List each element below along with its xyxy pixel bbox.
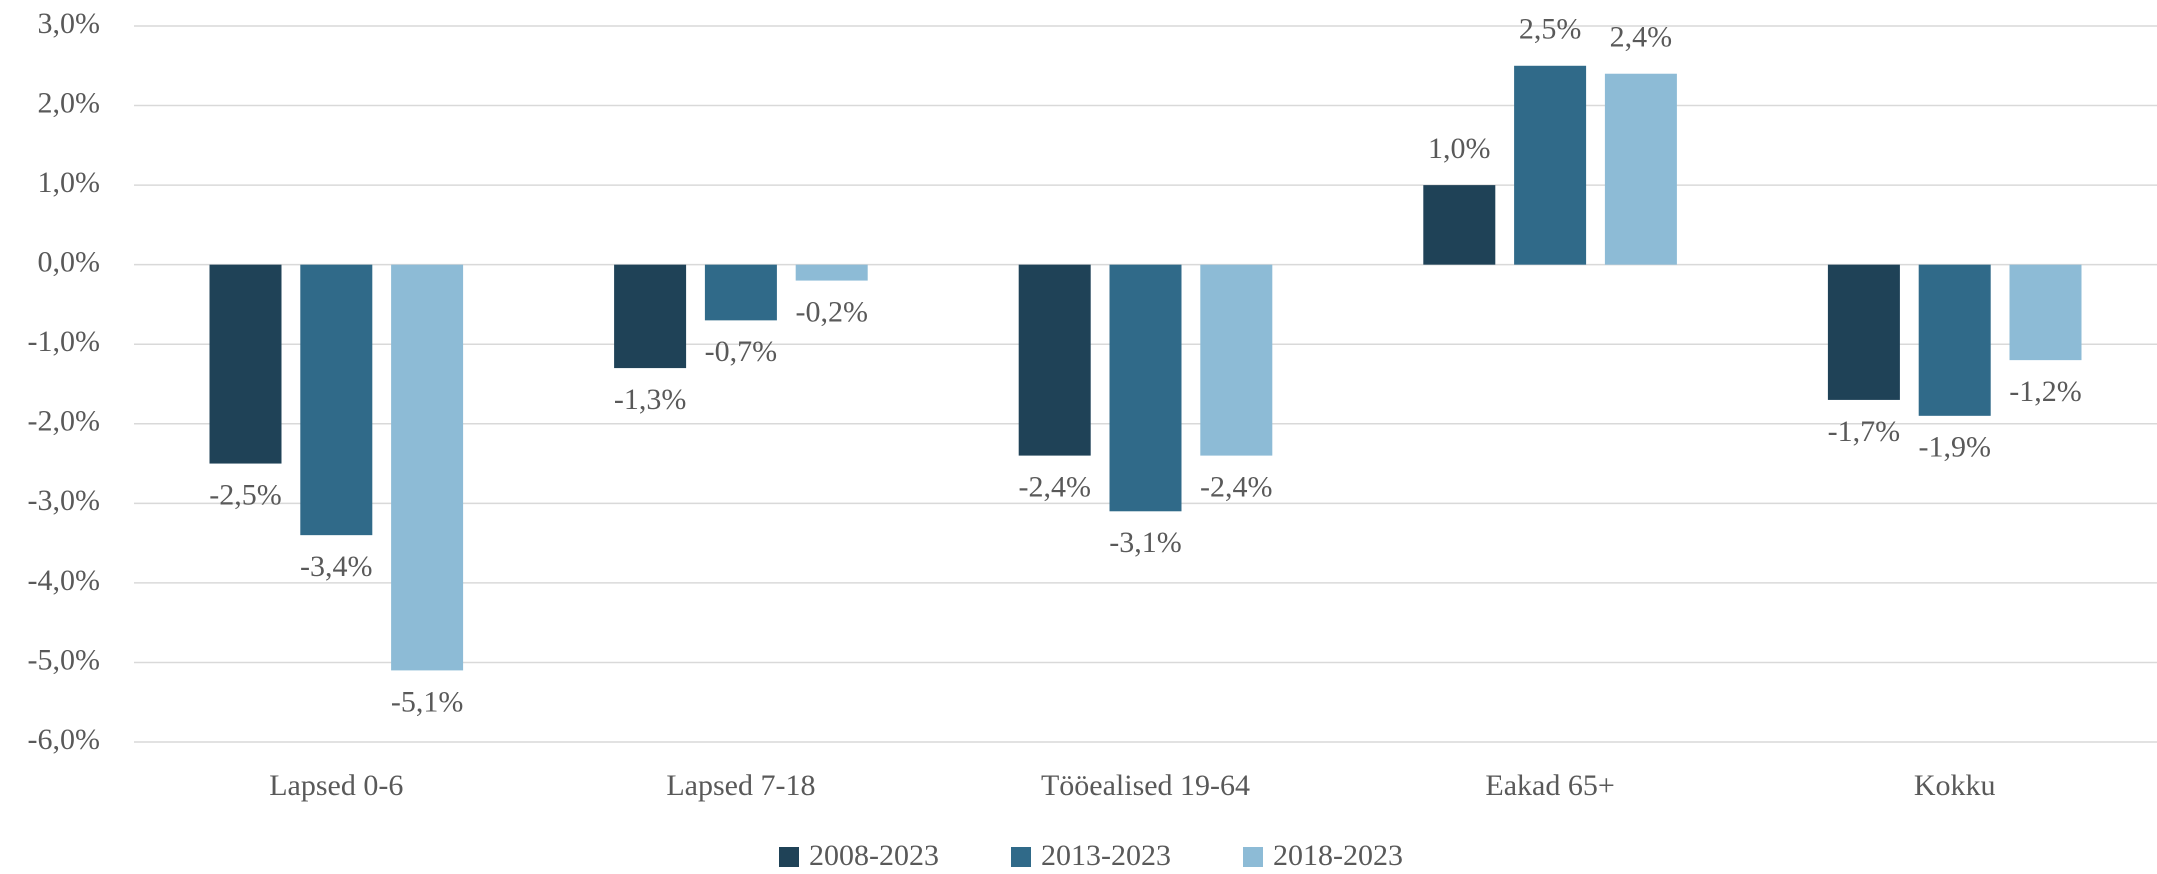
value-label: -1,7% (1828, 415, 1900, 448)
value-label: -3,1% (1109, 526, 1181, 559)
y-tick-label: -2,0% (28, 405, 100, 438)
value-label: -1,2% (2009, 375, 2081, 408)
x-tick-label: Lapsed 0-6 (269, 769, 403, 802)
y-tick-label: -5,0% (28, 643, 100, 676)
bar (391, 264, 464, 671)
y-tick-label: -4,0% (28, 564, 100, 597)
bar (1018, 264, 1091, 456)
y-tick-label: 3,0% (38, 7, 101, 40)
value-label: -0,7% (705, 335, 777, 368)
y-tick-label: -3,0% (28, 484, 100, 517)
value-label: 1,0% (1428, 132, 1491, 165)
legend-label: 2013-2023 (1041, 839, 1171, 872)
bar (300, 264, 373, 536)
y-tick-label: 0,0% (38, 246, 101, 279)
bar (614, 264, 687, 369)
value-label: 2,5% (1519, 13, 1582, 46)
bar (795, 264, 868, 281)
x-tick-label: Lapsed 7-18 (666, 769, 815, 802)
y-tick-label: 1,0% (38, 166, 101, 199)
value-label: -2,4% (1018, 470, 1090, 503)
y-tick-label: -6,0% (28, 723, 100, 756)
bar (1918, 264, 1991, 416)
bar (1604, 73, 1677, 265)
legend-swatch (779, 847, 799, 867)
x-tick-label: Tööealised 19-64 (1041, 769, 1250, 802)
y-tick-label: 2,0% (38, 86, 101, 119)
y-tick-label: -1,0% (28, 325, 100, 358)
value-label: 2,4% (1610, 21, 1673, 54)
legend-swatch (1243, 847, 1263, 867)
value-label: -1,9% (1918, 431, 1990, 464)
bar (1109, 264, 1182, 512)
legend-swatch (1011, 847, 1031, 867)
value-label: -1,3% (614, 383, 686, 416)
bar (209, 264, 282, 464)
value-label: -2,4% (1200, 470, 1272, 503)
value-label: -3,4% (300, 550, 372, 583)
bar (704, 264, 777, 321)
value-label: -0,2% (795, 295, 867, 328)
bar (1827, 264, 1900, 400)
bar (1514, 65, 1587, 265)
value-label: -5,1% (391, 685, 463, 718)
x-tick-label: Kokku (1914, 769, 1996, 802)
x-tick-label: Eakad 65+ (1485, 769, 1614, 802)
value-label: -2,5% (209, 478, 281, 511)
bar (1423, 185, 1496, 265)
legend-label: 2008-2023 (809, 839, 939, 872)
bar (1200, 264, 1273, 456)
bar (2009, 264, 2082, 361)
legend-label: 2018-2023 (1273, 839, 1403, 872)
